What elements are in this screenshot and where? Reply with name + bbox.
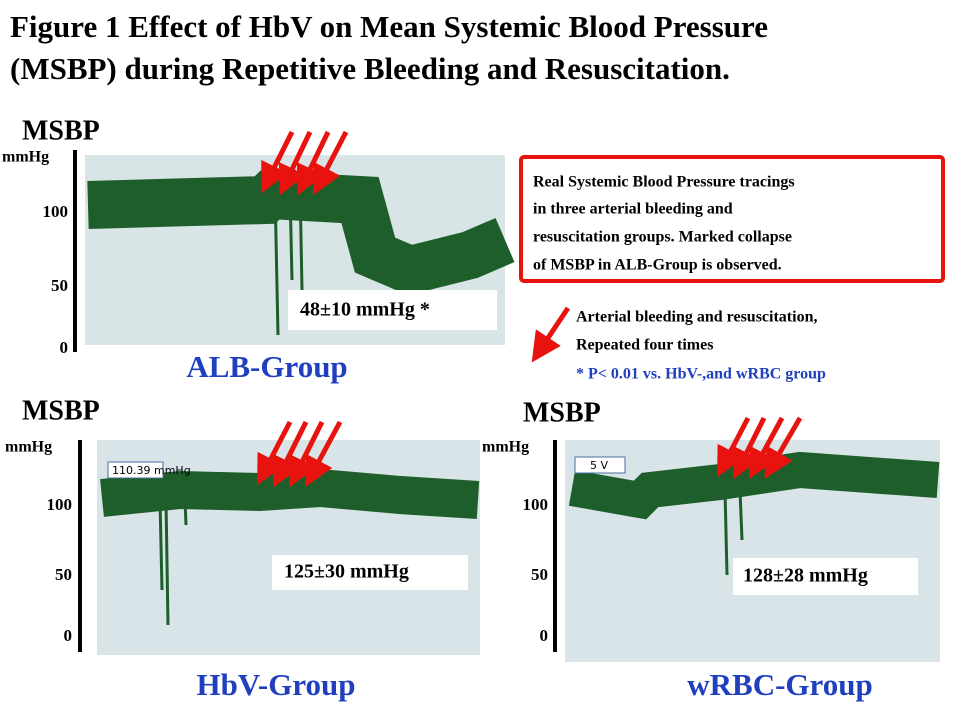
axis-title: MSBP xyxy=(523,397,601,428)
axis-title: MSBP xyxy=(22,115,100,146)
group-label: HbV-Group xyxy=(196,667,355,702)
tick-label: 0 xyxy=(540,626,549,645)
title: (MSBP) during Repetitive Bleeding and Re… xyxy=(10,51,730,86)
group-label: ALB-Group xyxy=(186,349,347,384)
value-text: 128±28 mmHg xyxy=(743,565,868,587)
tick-label: 100 xyxy=(523,495,549,514)
value-text: 48±10 mmHg * xyxy=(300,299,430,321)
unit: mmHg xyxy=(2,149,49,166)
tracing-spikes xyxy=(273,184,304,336)
unit: mmHg xyxy=(482,439,529,456)
value-box xyxy=(272,555,468,590)
alb-panel: MSBP mmHg 100 50 0 48±10 mmHg * ALB-Grou… xyxy=(2,115,515,384)
tick-label: 100 xyxy=(47,495,73,514)
arrows xyxy=(257,420,343,488)
note-line: in three arterial bleeding and xyxy=(533,201,733,218)
legend-line: Arterial bleeding and resuscitation, xyxy=(576,309,817,326)
tracing-spikes xyxy=(158,499,188,626)
note-line: of MSBP in ALB-Group is observed. xyxy=(533,257,782,274)
tick-label: 0 xyxy=(60,338,69,357)
significance: * P< 0.01 vs. HbV-,and wRBC group xyxy=(576,366,826,383)
tracing-spikes xyxy=(723,489,744,576)
tick-label: 0 xyxy=(64,626,73,645)
note-box xyxy=(519,155,945,283)
arrows xyxy=(717,416,803,480)
tick-label: 50 xyxy=(51,276,68,295)
group-label: wRBC-Group xyxy=(687,667,872,702)
screen-label: 110.39 mmHg xyxy=(112,464,191,477)
value-box xyxy=(733,558,918,595)
legend-line: Repeated four times xyxy=(576,337,713,354)
hbv-panel: 110.39 mmHg MSBP mmHg 100 50 0 125±30 mm… xyxy=(5,395,480,702)
screen-label-box xyxy=(574,456,626,474)
legend-arrow xyxy=(531,306,571,363)
tracing xyxy=(100,468,480,519)
arrows xyxy=(261,130,349,196)
value-box xyxy=(288,290,497,330)
tracing xyxy=(87,170,515,296)
tick-label: 50 xyxy=(55,565,72,584)
note-line: resuscitation groups. Marked collapse xyxy=(533,229,792,246)
screen-label-box xyxy=(107,461,164,479)
axis-title: MSBP xyxy=(22,395,100,426)
screen-label: 5 V xyxy=(590,459,608,472)
tick-label: 100 xyxy=(43,202,69,221)
wrbc-panel: 5 V MSBP mmHg 100 50 0 128±28 mmHg wRBC-… xyxy=(482,397,940,702)
tracing xyxy=(568,451,940,520)
tick-label: 50 xyxy=(531,565,548,584)
value-text: 125±30 mmHg xyxy=(284,561,409,583)
title: Figure 1 Effect of HbV on Mean Systemic … xyxy=(10,9,768,44)
note-line: Real Systemic Blood Pressure tracings xyxy=(533,174,795,191)
unit: mmHg xyxy=(5,439,52,456)
